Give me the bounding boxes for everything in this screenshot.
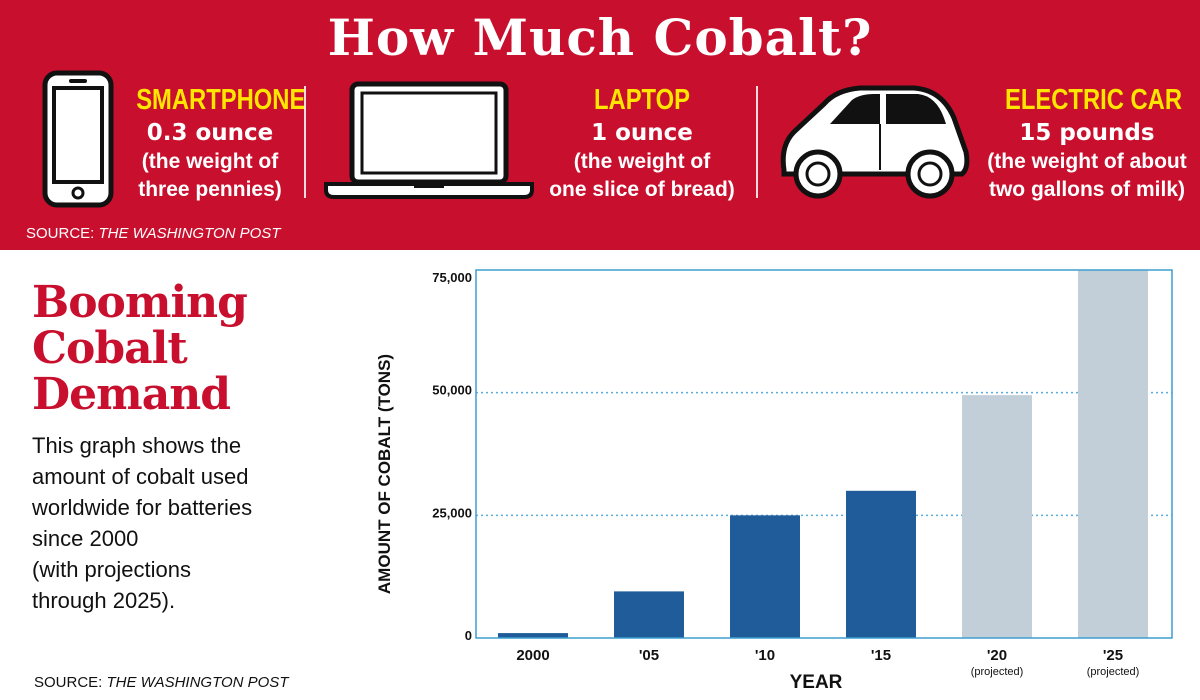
- laptop-comparison: (the weight of one slice of bread): [532, 148, 752, 204]
- section-title-line-3: Demand: [32, 369, 231, 420]
- x-tick-label: '15: [871, 647, 891, 664]
- section-title-line-1: Booming: [32, 277, 248, 328]
- smartphone-comparison: (the weight of three pennies): [120, 148, 300, 204]
- x-tick-note: (projected): [971, 666, 1024, 678]
- y-tick-label: 0: [465, 628, 472, 643]
- y-tick-label: 50,000: [432, 383, 472, 398]
- top-banner: How Much Cobalt? SMARTPHONE 0.3 ounce (t…: [0, 0, 1200, 250]
- laptop-icon: [324, 81, 534, 199]
- smartphone-icon: [42, 70, 114, 208]
- section-description: This graph shows the amount of cobalt us…: [32, 430, 332, 616]
- laptop-comparison-line-2: one slice of bread): [549, 178, 735, 201]
- electric-car-icon: [780, 85, 970, 199]
- bar: [730, 515, 800, 638]
- laptop-comparison-line-1: (the weight of: [573, 150, 711, 173]
- banner-divider: [756, 86, 758, 198]
- x-tick-label: 2000: [516, 647, 549, 664]
- section-title-line-2: Cobalt: [32, 323, 188, 374]
- banner-source: SOURCE: THE WASHINGTON POST: [26, 225, 280, 242]
- laptop-amount: 1 ounce: [591, 120, 693, 146]
- x-tick-label: '10: [755, 647, 775, 664]
- electric-car-amount: 15 pounds: [1019, 120, 1155, 146]
- x-tick-label: '25: [1103, 647, 1123, 664]
- y-tick-label: 75,000: [432, 270, 472, 285]
- bar: [846, 490, 916, 638]
- electric-car-comparison-line-2: two gallons of milk): [988, 178, 1185, 201]
- smartphone-label: SMARTPHONE: [136, 84, 306, 116]
- x-tick-label: '20: [987, 647, 1007, 664]
- y-tick-label: 25,000: [432, 505, 472, 520]
- x-tick-note: (projected): [1087, 666, 1140, 678]
- smartphone-comparison-line-2: three pennies): [138, 178, 282, 201]
- y-axis-label: AMOUNT OF COBALT (TONS): [375, 354, 394, 594]
- smartphone-amount: 0.3 ounce: [146, 120, 274, 146]
- bar: [614, 591, 684, 638]
- chart-source-prefix: SOURCE:: [34, 674, 107, 691]
- x-tick-label: '05: [639, 647, 659, 664]
- chart-source: SOURCE: THE WASHINGTON POST: [34, 674, 288, 691]
- electric-car-comparison-line-1: (the weight of about: [987, 150, 1187, 173]
- banner-source-prefix: SOURCE:: [26, 225, 99, 242]
- description-line-6: through 2025).: [32, 588, 176, 613]
- description-line-5: (with projections: [32, 557, 191, 582]
- description-line-3: worldwide for batteries: [32, 495, 253, 520]
- bar: [962, 395, 1032, 638]
- electric-car-comparison: (the weight of about two gallons of milk…: [982, 148, 1192, 204]
- electric-car-label: ELECTRIC CAR: [1005, 84, 1183, 116]
- plot-frame: [475, 269, 1173, 639]
- bar: [1078, 270, 1148, 638]
- section-title: Booming Cobalt Demand: [32, 277, 248, 420]
- description-line-2: amount of cobalt used: [32, 464, 249, 489]
- banner-source-name: THE WASHINGTON POST: [98, 225, 281, 242]
- description-line-4: since 2000: [32, 526, 139, 551]
- cobalt-demand-chart: 2000 '05 '10 '15 '20 (projected) '25 (projected…: [375, 269, 1173, 693]
- x-axis-label: YEAR: [790, 672, 843, 693]
- chart-source-name: THE WASHINGTON POST: [106, 674, 289, 691]
- description-line-1: This graph shows the: [32, 433, 242, 458]
- laptop-label: LAPTOP: [593, 84, 691, 116]
- bar: [498, 633, 568, 638]
- banner-title: How Much Cobalt?: [327, 8, 873, 67]
- smartphone-comparison-line-1: (the weight of: [141, 150, 279, 173]
- banner-divider: [304, 86, 306, 198]
